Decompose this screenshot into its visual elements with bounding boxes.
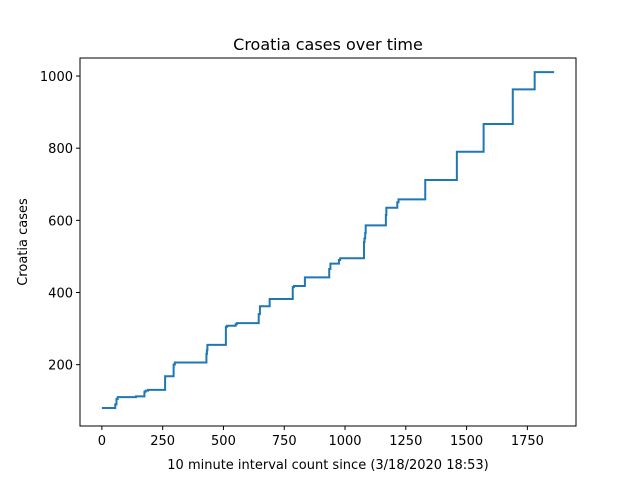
series-line-0 [101, 71, 555, 409]
x-tick-label: 1750 [511, 434, 544, 449]
y-tick-label: 600 [48, 214, 73, 229]
axes-frame [79, 57, 577, 427]
x-tick-label: 0 [98, 434, 106, 449]
y-tick-label: 800 [48, 142, 73, 157]
y-tick-label: 1000 [40, 70, 73, 85]
x-tick-label: 1500 [450, 434, 483, 449]
y-tick-label: 400 [48, 287, 73, 302]
x-tick-label: 1000 [328, 434, 361, 449]
x-tick-label: 250 [150, 434, 175, 449]
y-tick-label: 200 [48, 359, 73, 374]
chart-title: Croatia cases over time [233, 35, 423, 54]
x-tick-label: 500 [211, 434, 236, 449]
x-tick-label: 750 [272, 434, 297, 449]
x-axis-label: 10 minute interval count since (3/18/202… [167, 458, 488, 473]
axis-ticks: 0 250 500 750 1000 1250 1500 1750 200 400 600 800 10… [40, 70, 544, 449]
plot-area [101, 71, 555, 409]
y-axis-label: Croatia cases [16, 198, 31, 286]
x-tick-label: 1250 [389, 434, 422, 449]
